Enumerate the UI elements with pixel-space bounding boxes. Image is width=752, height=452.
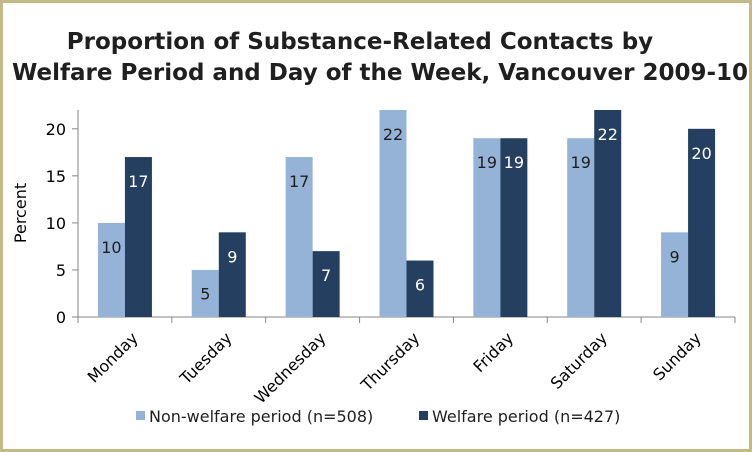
plot-area: 0 5 10 15 20 Monday Tuesday Wednesday Thursday Fr…	[46, 110, 736, 407]
legend-swatch	[419, 411, 428, 420]
y-tick-label: 15	[46, 167, 66, 186]
bar-welfare	[688, 128, 716, 317]
data-label: 20	[691, 144, 711, 163]
data-label: 22	[598, 125, 618, 144]
bar-welfare	[312, 251, 340, 317]
data-label: 22	[383, 125, 403, 144]
data-label: 5	[200, 284, 210, 303]
data-label: 17	[128, 172, 148, 191]
legend-label: Non-welfare period (n=508)	[149, 407, 373, 426]
bar-non-welfare	[473, 138, 501, 317]
legend-swatch	[136, 411, 145, 420]
y-tick-label: 0	[56, 308, 66, 327]
data-label: 10	[101, 238, 121, 257]
bar-welfare	[594, 110, 622, 317]
chart-title-line-2: Welfare Period and Day of the Week, Vanc…	[12, 60, 748, 86]
bar-non-welfare	[285, 157, 313, 317]
y-tick-label: 20	[46, 120, 66, 139]
y-tick-label: 10	[46, 214, 66, 233]
legend-label: Welfare period (n=427)	[432, 407, 620, 426]
data-label: 6	[415, 276, 425, 295]
x-tick-label: Wednesday	[251, 328, 330, 407]
bar-non-welfare	[661, 232, 689, 317]
bar-non-welfare	[379, 110, 407, 317]
bar-non-welfare	[191, 269, 219, 317]
bar-non-welfare	[567, 138, 595, 317]
data-label: 9	[669, 247, 679, 266]
bar-welfare	[124, 157, 152, 317]
x-tick-label: Monday	[84, 328, 142, 386]
bar-welfare	[218, 232, 246, 317]
chart-title-line-1: Proportion of Substance-Related Contacts…	[67, 29, 653, 55]
x-tick-label: Sunday	[649, 328, 705, 384]
x-tick-label: Tuesday	[175, 328, 235, 388]
x-tick-label: Thursday	[357, 328, 424, 395]
bar-welfare	[406, 260, 434, 317]
y-tick-label: 5	[56, 261, 66, 280]
data-label: 9	[227, 247, 237, 266]
data-label: 19	[504, 153, 524, 172]
x-tick-label: Friday	[469, 328, 517, 376]
bar-non-welfare	[97, 222, 125, 317]
bar-welfare	[500, 138, 528, 317]
legend: Non-welfare period (n=508) Welfare period…	[136, 407, 620, 426]
x-tick-label: Saturday	[547, 328, 611, 392]
data-label: 19	[477, 153, 497, 172]
data-label: 17	[289, 172, 309, 191]
data-label: 7	[321, 266, 331, 285]
data-label: 19	[571, 153, 591, 172]
y-axis-label: Percent	[11, 183, 30, 243]
